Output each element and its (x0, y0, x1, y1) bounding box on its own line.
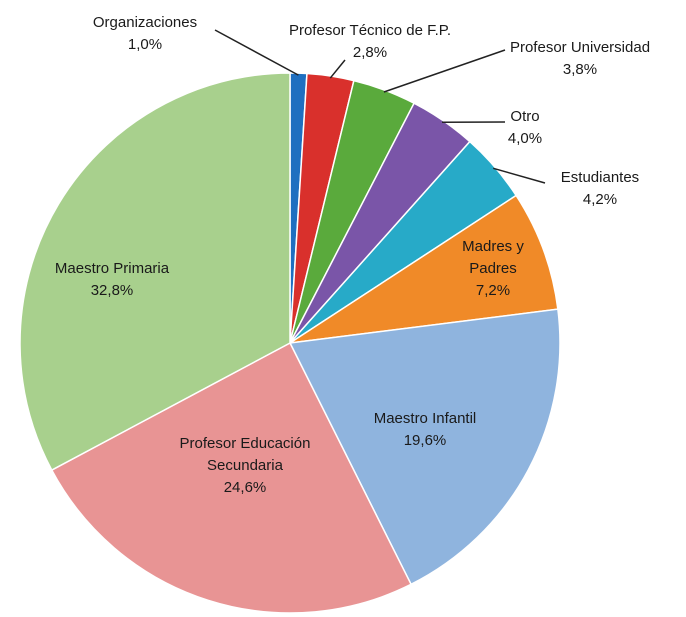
category-label: Organizaciones (92, 14, 198, 31)
slice-label: Profesor Universidad 3,8% (480, 37, 680, 81)
slice-label: Estudiantes 4,2% (540, 167, 660, 211)
leader-line (493, 167, 546, 184)
pie-slice (19, 72, 291, 472)
slice-label: Maestro Primaria 32,8% (32, 258, 192, 302)
pie-slice (289, 194, 559, 344)
slice-label: Madres y Padres 7,2% (448, 236, 538, 302)
slice-label: Otro 4,0% (495, 106, 555, 150)
pie-slice (288, 308, 561, 586)
value-label: 32,8% (90, 282, 134, 299)
value-label: 4,2% (582, 191, 618, 208)
category-label: Otro (510, 108, 540, 125)
category-label: Madres y Padres (462, 238, 524, 277)
category-label: Profesor Técnico de F.P. (288, 22, 452, 39)
value-label: 7,2% (475, 282, 511, 299)
category-label: Profesor Educación Secundaria (179, 435, 311, 474)
leader-line (329, 59, 346, 79)
category-label: Profesor Universidad (509, 39, 651, 56)
value-label: 1,0% (127, 36, 163, 53)
slice-label: Profesor Educación Secundaria 24,6% (150, 433, 340, 499)
category-label: Maestro Primaria (54, 260, 170, 277)
value-label: 19,6% (403, 432, 447, 449)
value-label: 3,8% (562, 61, 598, 78)
pie-slice (50, 341, 413, 614)
category-label: Maestro Infantil (373, 410, 477, 427)
leader-line (383, 49, 506, 93)
category-label: Estudiantes (560, 169, 640, 186)
value-label: 2,8% (352, 44, 388, 61)
value-label: 4,0% (507, 130, 543, 147)
slice-label: Profesor Técnico de F.P. 2,8% (260, 20, 480, 64)
slice-label: Maestro Infantil 19,6% (345, 408, 505, 452)
value-label: 24,6% (223, 479, 267, 496)
slice-label: Organizaciones 1,0% (45, 12, 245, 56)
leader-line (214, 29, 299, 76)
